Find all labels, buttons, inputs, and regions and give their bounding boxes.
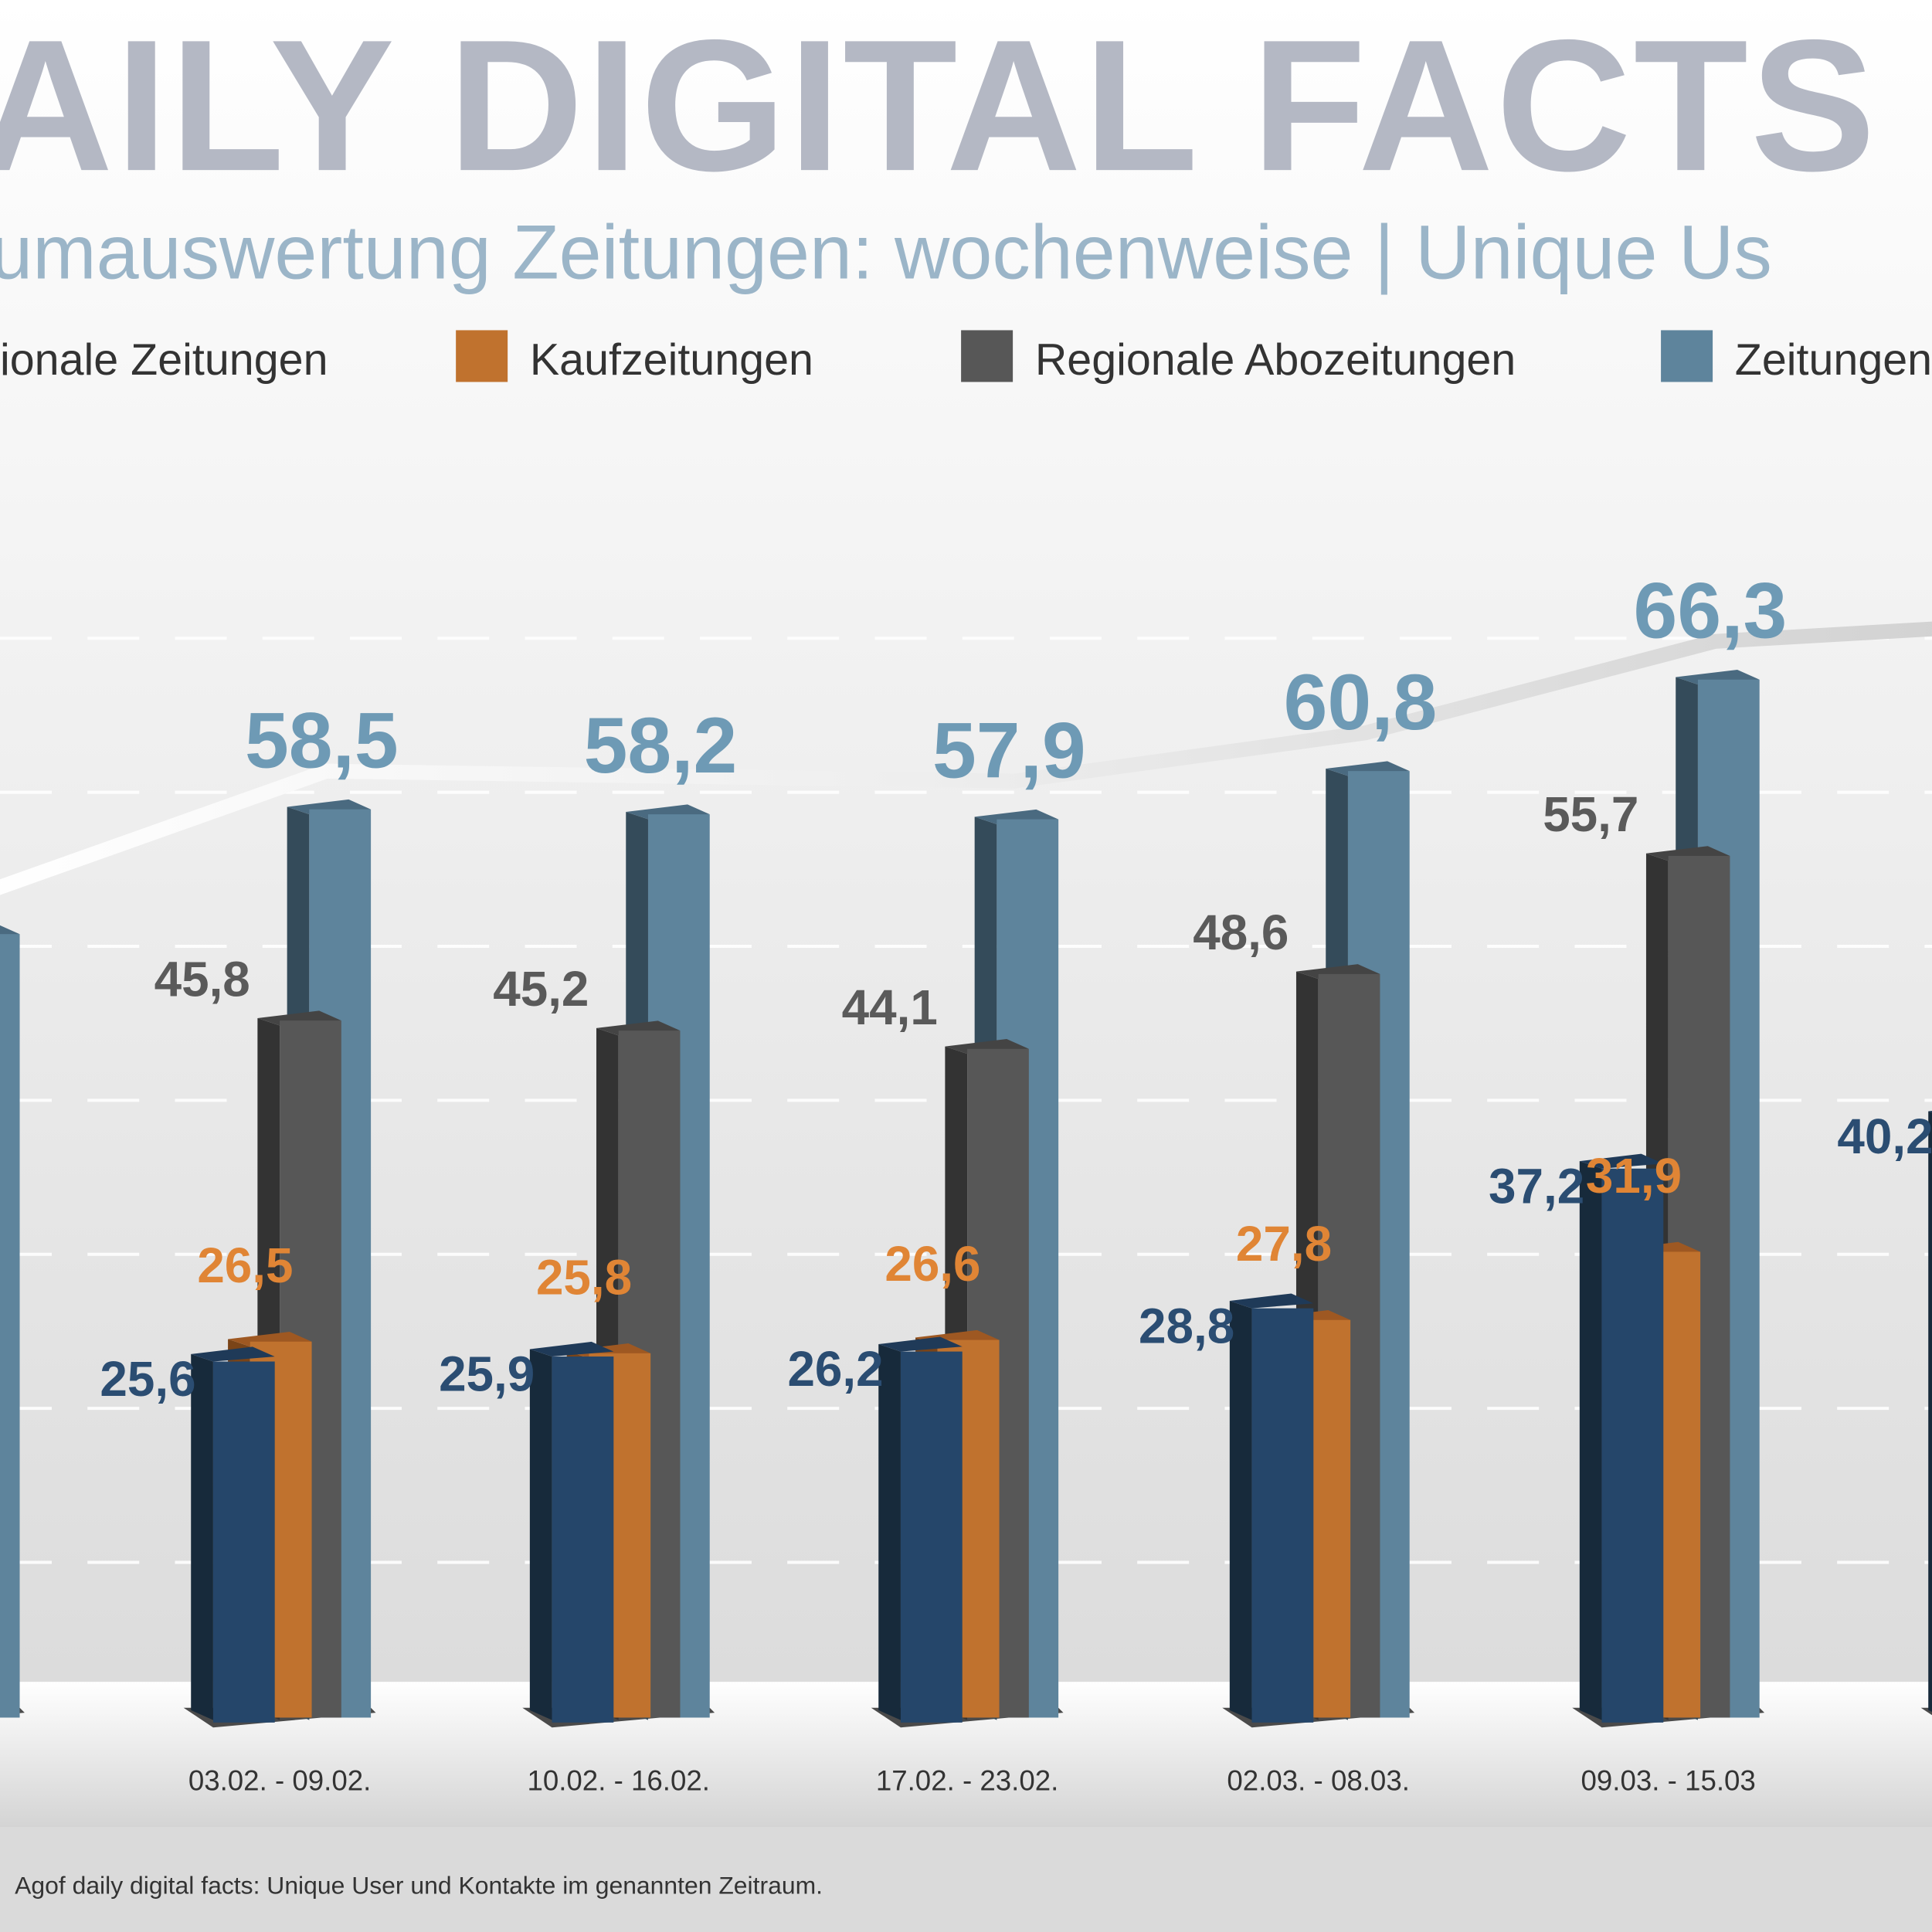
legend-label: Regionale Abozeitungen (1035, 335, 1516, 385)
data-label: 26,5 (197, 1238, 293, 1293)
data-label: 37,2 (1489, 1158, 1584, 1214)
data-label: 25,6 (100, 1351, 195, 1407)
data-label: 31,9 (1586, 1148, 1682, 1204)
legend-swatch (961, 330, 1014, 382)
bar-side (1928, 1111, 1932, 1713)
bar-top (529, 1341, 614, 1357)
category-label: 03.02. - 09.02. (188, 1765, 372, 1797)
legend-label: Kaufzeitungen (530, 335, 813, 385)
data-label: 66,3 (1634, 567, 1788, 655)
data-label: 45,2 (493, 961, 589, 1017)
data-label: 57,9 (932, 706, 1086, 794)
bar (1251, 1308, 1314, 1723)
data-label: 25,9 (439, 1346, 535, 1402)
bar-side (1579, 1161, 1602, 1720)
data-label: 28,8 (1139, 1298, 1234, 1353)
bar (0, 934, 20, 1718)
bar-top (0, 925, 20, 936)
category-label: 09.03. - 15.03 (1581, 1765, 1756, 1797)
trendline (0, 621, 1932, 895)
bar-side (878, 1344, 901, 1720)
bar-side (529, 1349, 552, 1720)
bar (1601, 1168, 1664, 1723)
data-label: 48,6 (1193, 905, 1289, 960)
data-label: 55,7 (1543, 786, 1638, 842)
legend-label: ionale Zeitungen (0, 335, 328, 385)
data-label: 27,8 (1236, 1216, 1332, 1272)
bar-top (1579, 1153, 1664, 1169)
data-label: 58,5 (245, 696, 399, 784)
bar-top (1229, 1293, 1314, 1309)
bar-side (1229, 1301, 1252, 1720)
legend-swatch (456, 330, 508, 382)
bar (212, 1361, 275, 1723)
data-label: 58,2 (584, 701, 738, 789)
data-label: 25,8 (536, 1249, 632, 1305)
footer-text: Agof daily digital facts: Unique User un… (15, 1872, 823, 1900)
data-label: 60,8 (1284, 658, 1438, 746)
category-label: 02.03. - 08.03. (1227, 1765, 1410, 1797)
data-label: 26,2 (787, 1341, 883, 1397)
bar (900, 1351, 963, 1723)
data-label: 40,2 (1837, 1109, 1932, 1164)
bar-side (191, 1353, 213, 1720)
category-label: 17.02. - 23.02. (876, 1765, 1059, 1797)
bar-top (878, 1336, 963, 1352)
title: AILY DIGITAL FACTS 20 (0, 2, 1932, 210)
bar (552, 1356, 614, 1723)
category-label: 10.02. - 16.02. (527, 1765, 710, 1797)
bars (0, 669, 1932, 1728)
bar-top (191, 1346, 275, 1362)
legend-label: Zeitungen (1735, 335, 1932, 385)
labels: 11.25,626,545,858,503.02. - 09.02.25,925… (100, 567, 1932, 1797)
legend-swatch (1661, 330, 1713, 382)
subtitle: umauswertung Zeitungen: wochenweise | Un… (0, 209, 1772, 294)
data-label: 45,8 (154, 951, 250, 1007)
footer-band (0, 1827, 1932, 1932)
data-label: 26,6 (885, 1236, 980, 1292)
legend: ionale Zeitungen Kaufzeitungen Regionale A… (0, 330, 1932, 385)
data-label: 44,1 (842, 980, 938, 1035)
bar-top (1928, 1110, 1932, 1113)
